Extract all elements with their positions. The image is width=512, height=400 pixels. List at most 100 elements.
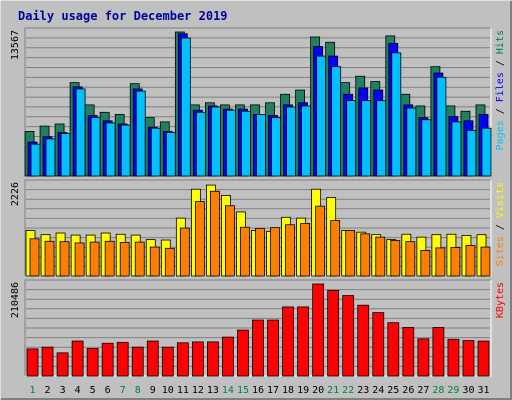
bar-pages-day-6 [105,122,116,177]
legend-part: / [495,54,506,72]
day-label-21: 21 [327,385,339,396]
bars-visits [25,184,491,277]
bar-sites-day-10 [164,247,175,277]
bar-kbytes-day-3 [56,352,69,377]
bar-kbytes-day-17 [267,319,279,377]
bar-kbytes-day-28 [432,327,445,377]
bar-sites-day-29 [450,247,461,277]
day-label-30: 30 [462,385,474,396]
day-label-18: 18 [282,385,294,396]
bar-kbytes-day-4 [71,340,84,377]
bar-pages-day-23 [361,100,372,177]
chart-title: Daily usage for December 2019 [18,9,228,23]
day-label-24: 24 [372,385,384,396]
day-label-14: 14 [222,385,234,396]
bar-kbytes-day-25 [387,322,400,377]
bar-sites-day-24 [375,236,386,277]
bar-kbytes-day-27 [417,338,430,377]
bar-pages-day-4 [75,88,86,177]
bar-kbytes-day-30 [462,340,475,377]
legend-part: Pages [495,120,506,150]
bar-kbytes-day-11 [176,342,189,377]
bar-pages-day-19 [301,105,311,177]
bar-pages-day-24 [376,100,387,177]
bar-pages-day-17 [271,117,281,177]
legend-part: / [495,102,506,120]
bar-sites-day-6 [104,240,115,277]
day-label-8: 8 [135,385,141,396]
day-label-3: 3 [60,385,66,396]
bar-sites-day-31 [480,246,491,277]
bar-sites-day-12 [194,201,205,277]
bar-pages-day-11 [180,37,191,177]
day-label-6: 6 [105,385,111,396]
axis-legend-hits: Pages / Files / Hits [495,30,506,150]
bar-kbytes-day-29 [447,338,460,377]
day-label-16: 16 [252,385,264,396]
bar-pages-day-21 [331,66,342,177]
bar-kbytes-day-1 [26,348,39,377]
bar-kbytes-day-22 [342,295,355,377]
bar-sites-day-19 [300,223,310,277]
bar-sites-day-26 [405,241,416,277]
bar-kbytes-day-18 [282,306,294,377]
bar-sites-day-23 [360,233,371,277]
bar-sites-day-1 [29,238,40,277]
day-label-22: 22 [342,385,354,396]
bar-sites-day-9 [149,246,160,277]
day-label-5: 5 [90,385,96,396]
legend-part: KBytes [495,282,506,318]
bar-kbytes-day-23 [357,304,370,377]
bar-kbytes-day-19 [297,306,309,377]
day-label-23: 23 [357,385,369,396]
day-label-25: 25 [387,385,399,396]
bar-kbytes-day-20 [312,283,325,377]
day-label-11: 11 [177,385,189,396]
day-label-13: 13 [207,385,219,396]
bar-pages-day-3 [60,133,71,177]
plot-edge-dark [24,279,491,376]
day-label-9: 9 [150,385,156,396]
bar-sites-day-4 [74,242,85,277]
day-labels: 1 2 3 4 5 6 7 8 9 10 11 12 13 14 15 16 17 18 19 20 21 22 23 24 2… [30,385,490,396]
bar-pages-day-13 [211,106,221,177]
panel-hits: 13567 Pages / Files / Hits [10,27,506,177]
panel-kbytes: 210486 KBytes [10,279,506,377]
bar-kbytes-day-26 [402,327,415,377]
bar-pages-day-26 [406,107,417,177]
bar-sites-day-21 [330,220,341,277]
bar-pages-day-9 [150,127,161,177]
bars-hits [24,31,492,177]
day-label-26: 26 [402,385,414,396]
bar-pages-day-27 [421,119,432,177]
bar-pages-day-14 [226,109,236,177]
bar-sites-day-11 [179,227,190,277]
bar-pages-day-5 [90,117,101,177]
axis-legend-kbytes: KBytes [495,282,506,318]
bar-pages-day-12 [195,111,206,177]
legend-part: / [495,218,506,236]
bar-kbytes-day-21 [327,289,340,377]
bar-pages-day-28 [436,76,447,177]
bar-pages-day-25 [391,52,402,177]
legend-part: Sites [495,236,506,266]
bar-sites-day-17 [270,227,280,277]
day-label-17: 17 [267,385,279,396]
bar-sites-day-14 [225,205,235,277]
bar-kbytes-day-5 [86,348,99,377]
plot-edge-dark [24,179,491,276]
bar-pages-day-1 [30,143,41,177]
day-label-12: 12 [192,385,204,396]
bar-sites-day-25 [390,240,401,277]
day-label-31: 31 [477,385,489,396]
bar-sites-day-8 [134,241,145,277]
bar-sites-day-16 [255,228,265,277]
legend-part: Hits [495,30,506,54]
bar-pages-day-22 [346,100,357,177]
bar-pages-day-30 [466,129,477,177]
day-label-2: 2 [45,385,51,396]
bar-pages-day-16 [256,114,266,177]
bar-sites-day-5 [89,241,100,277]
bar-kbytes-day-13 [207,341,219,377]
day-label-10: 10 [162,385,174,396]
